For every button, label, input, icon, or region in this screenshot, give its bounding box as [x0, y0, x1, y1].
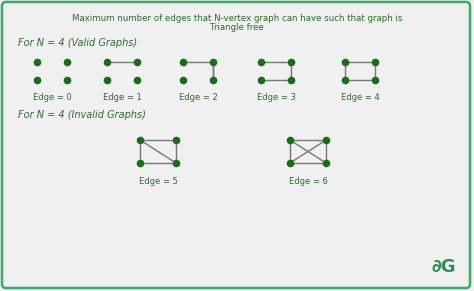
- FancyBboxPatch shape: [2, 2, 470, 288]
- Text: For N = 4 (Invalid Graphs): For N = 4 (Invalid Graphs): [18, 110, 146, 120]
- Text: Edge = 6: Edge = 6: [289, 177, 328, 186]
- Text: Edge = 1: Edge = 1: [103, 93, 141, 102]
- Text: Triangle free: Triangle free: [210, 23, 264, 32]
- Text: For N = 4 (Valid Graphs): For N = 4 (Valid Graphs): [18, 38, 137, 48]
- Text: Edge = 0: Edge = 0: [33, 93, 72, 102]
- Text: Edge = 3: Edge = 3: [256, 93, 295, 102]
- Text: Edge = 5: Edge = 5: [138, 177, 177, 186]
- Text: Edge = 2: Edge = 2: [179, 93, 218, 102]
- Text: Edge = 4: Edge = 4: [341, 93, 379, 102]
- Text: Maximum number of edges that N-vertex graph can have such that graph is: Maximum number of edges that N-vertex gr…: [72, 14, 402, 23]
- Text: ∂G: ∂G: [431, 258, 456, 276]
